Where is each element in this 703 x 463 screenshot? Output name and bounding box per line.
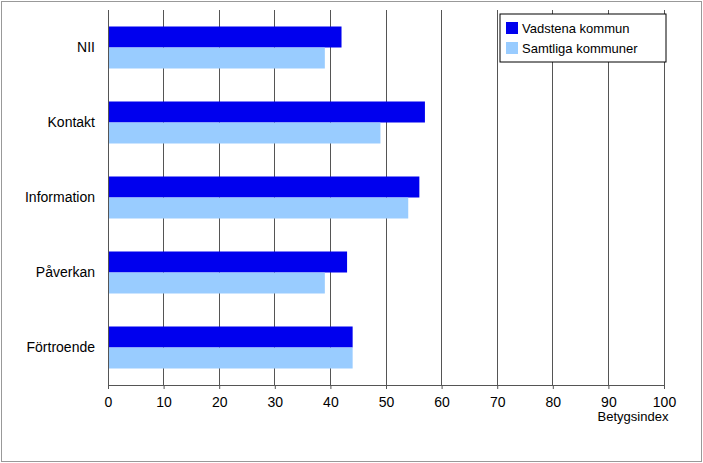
tick-label: Påverkan xyxy=(36,264,95,280)
tick-label: NII xyxy=(77,39,95,55)
tick-label: 100 xyxy=(653,394,677,410)
bar xyxy=(108,252,347,273)
tick-label: 50 xyxy=(379,394,395,410)
tick-mark xyxy=(275,385,276,389)
tick-label: Förtroende xyxy=(27,339,96,355)
tick-label: 20 xyxy=(212,394,228,410)
legend: Vadstena kommun Samtliga kommuner xyxy=(500,14,666,62)
grid-line xyxy=(497,10,498,385)
tick-label: Kontakt xyxy=(48,114,96,130)
frame xyxy=(2,2,702,462)
legend-label: Samtliga kommuner xyxy=(522,41,638,56)
tick-mark xyxy=(108,385,109,389)
grid-line xyxy=(108,10,109,385)
tick: NII xyxy=(77,39,108,55)
tick: Förtroende xyxy=(27,339,108,355)
tick: Kontakt xyxy=(48,114,108,130)
legend-box xyxy=(500,14,666,62)
grid-line xyxy=(664,10,665,385)
axis-line xyxy=(108,11,109,386)
tick-mark xyxy=(553,385,554,389)
bar xyxy=(108,327,353,348)
tick-mark xyxy=(442,385,443,389)
grid-line xyxy=(441,10,442,385)
tick: 70 xyxy=(490,385,506,410)
grid-line xyxy=(552,10,553,385)
x-axis: 0 10 20 30 40 50 60 70 80 90 100 xyxy=(105,385,677,410)
tick-label: 30 xyxy=(268,394,284,410)
bar xyxy=(108,27,342,48)
bar xyxy=(108,198,408,219)
tick: 0 xyxy=(105,385,113,410)
tick: 50 xyxy=(379,385,395,410)
tick: 60 xyxy=(434,385,450,410)
axis-title: Betygsindex xyxy=(598,409,669,424)
tick: 20 xyxy=(212,385,228,410)
bar xyxy=(108,177,419,198)
axis-line xyxy=(109,386,665,390)
tick-label: Information xyxy=(25,189,95,205)
tick-label: 80 xyxy=(546,394,562,410)
bar xyxy=(108,102,425,123)
tick-label: 70 xyxy=(490,394,506,410)
bar xyxy=(108,48,325,69)
tick-mark xyxy=(608,385,609,389)
tick-label: 10 xyxy=(156,394,172,410)
legend-label: Vadstena kommun xyxy=(522,21,629,36)
tick-label: 90 xyxy=(601,394,617,410)
grid xyxy=(108,10,664,385)
tick-label: 40 xyxy=(323,394,339,410)
bar xyxy=(108,348,353,369)
tick: 80 xyxy=(546,385,562,410)
legend-swatch xyxy=(506,22,518,34)
tick-label: 60 xyxy=(434,394,450,410)
tick-mark xyxy=(497,385,498,389)
bars xyxy=(108,27,425,369)
tick: 100 xyxy=(653,385,677,410)
tick-mark xyxy=(164,385,165,389)
legend-swatch xyxy=(506,42,518,54)
bar xyxy=(108,123,380,144)
tick-mark xyxy=(219,385,220,389)
bar xyxy=(108,273,325,294)
grid-line xyxy=(608,10,609,385)
tick: 90 xyxy=(601,385,617,410)
tick: Påverkan xyxy=(36,264,108,280)
tick-mark xyxy=(386,385,387,389)
chart: 0 10 20 30 40 50 60 70 80 90 100 NII Kontakt Informat… xyxy=(0,0,703,463)
y-axis: NII Kontakt Information Påverkan Förtroende xyxy=(25,11,109,386)
tick: 40 xyxy=(323,385,339,410)
tick: 30 xyxy=(268,385,284,410)
tick-mark xyxy=(664,385,665,389)
tick-mark xyxy=(330,385,331,389)
tick: Information xyxy=(25,189,108,205)
tick: 10 xyxy=(156,385,172,410)
tick-label: 0 xyxy=(105,394,113,410)
